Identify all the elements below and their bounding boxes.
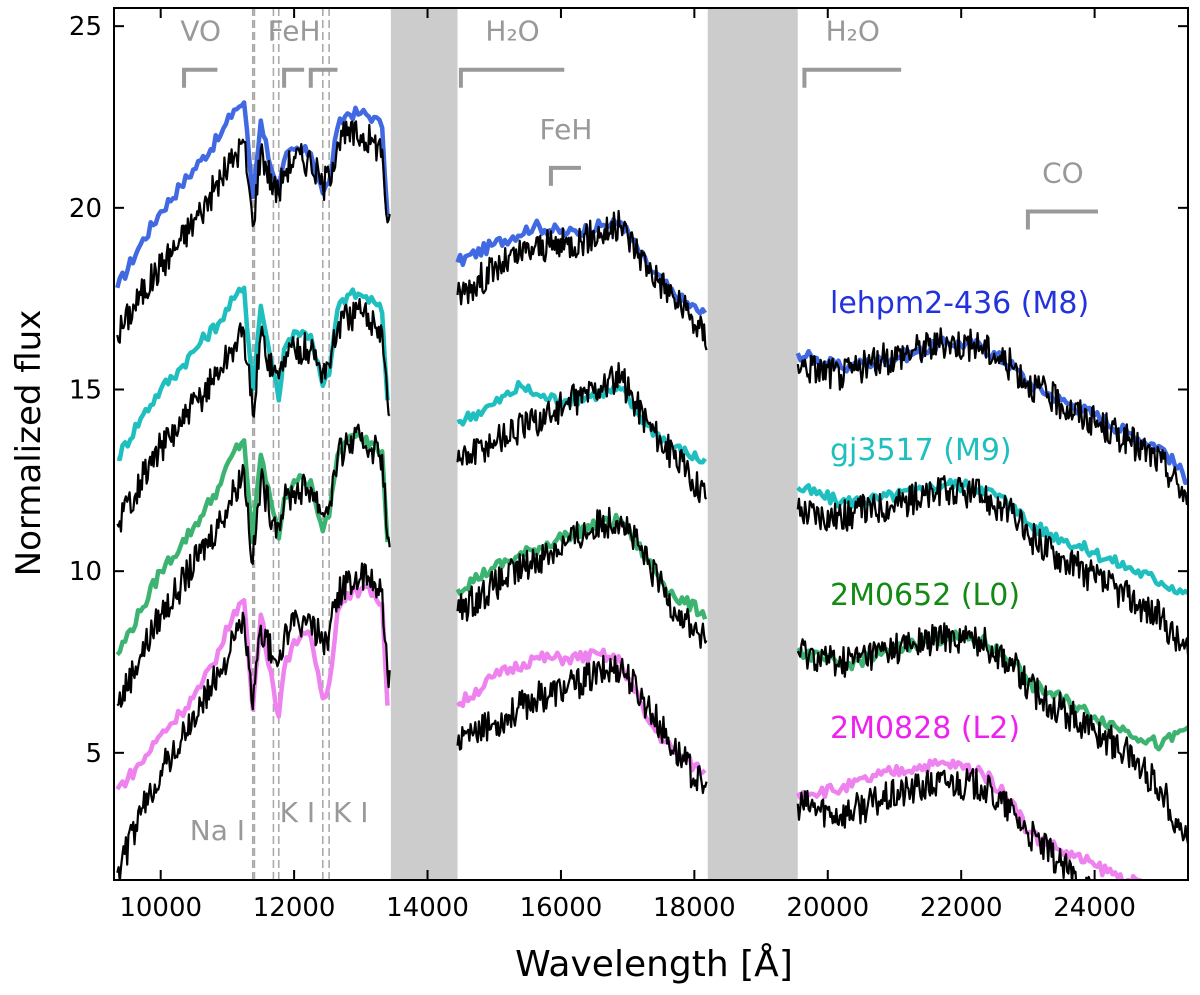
y-tick-label: 10	[69, 557, 102, 587]
band-bracket-5	[548, 165, 581, 186]
band-bracket-6	[802, 67, 902, 88]
observed-spectrum-3	[116, 423, 1188, 844]
y-axis-label: Normalized flux	[9, 310, 49, 577]
line-label-3: K I	[333, 796, 369, 829]
x-tick-label: 18000	[653, 893, 736, 923]
series-label-2: gj3517 (M9)	[830, 433, 1012, 468]
y-tick-label: 20	[69, 194, 102, 224]
band-label-1: VO	[180, 15, 221, 48]
line-label-1: Na I	[190, 814, 245, 847]
x-tick-label: 10000	[119, 893, 202, 923]
x-tick-label: 16000	[520, 893, 603, 923]
band-annotations: VO FeH H₂O FeH H₂O CO Na I K I K I	[180, 15, 1098, 847]
x-axis-label: Wavelength [Å]	[515, 942, 793, 985]
spectra-series	[115, 100, 1188, 880]
series-label-4: 2M0828 (L2)	[830, 711, 1020, 746]
plot-frame	[113, 7, 1189, 881]
model-spectrum-3	[115, 431, 1188, 752]
band-label-7: CO	[1042, 156, 1084, 189]
band-label-6: H₂O	[826, 15, 880, 48]
band-bracket-7	[1025, 209, 1098, 230]
x-tick-label: 24000	[1053, 893, 1136, 923]
band-bracket-3	[308, 67, 338, 88]
observed-spectrum-2	[116, 297, 1188, 655]
series-labels: lehpm2-436 (M8) gj3517 (M9) 2M0652 (L0) 2M0…	[830, 286, 1089, 746]
band-label-2: FeH	[268, 15, 321, 48]
band-label-5: FeH	[540, 113, 593, 146]
observed-spectrum-1	[116, 120, 1188, 506]
model-spectrum-4	[115, 582, 1143, 880]
band-bracket-1	[182, 67, 218, 88]
x-tick-label: 20000	[786, 893, 869, 923]
series-label-3: 2M0652 (L0)	[830, 578, 1020, 613]
y-tick-label: 5	[85, 739, 102, 769]
series-label-1: lehpm2-436 (M8)	[830, 286, 1089, 321]
masked-regions	[390, 8, 798, 880]
observed-spectrum-4	[116, 562, 1092, 880]
line-label-2: K I	[280, 796, 316, 829]
y-tick-label: 15	[69, 376, 102, 406]
absorption-line-markers	[251, 8, 330, 880]
band-bracket-4	[458, 67, 565, 88]
band-label-4: H₂O	[485, 15, 539, 48]
y-tick-label: 25	[69, 12, 102, 42]
x-tick-label: 22000	[920, 893, 1003, 923]
x-tick-label: 12000	[253, 893, 336, 923]
axes: 10000 12000 14000 16000 18000 20000 22000 24000…	[69, 7, 1189, 923]
model-spectrum-2	[116, 285, 1188, 596]
x-tick-label: 14000	[386, 893, 469, 923]
masked-region-1	[390, 8, 458, 880]
band-bracket-2	[282, 67, 305, 88]
masked-region-2	[707, 8, 798, 880]
